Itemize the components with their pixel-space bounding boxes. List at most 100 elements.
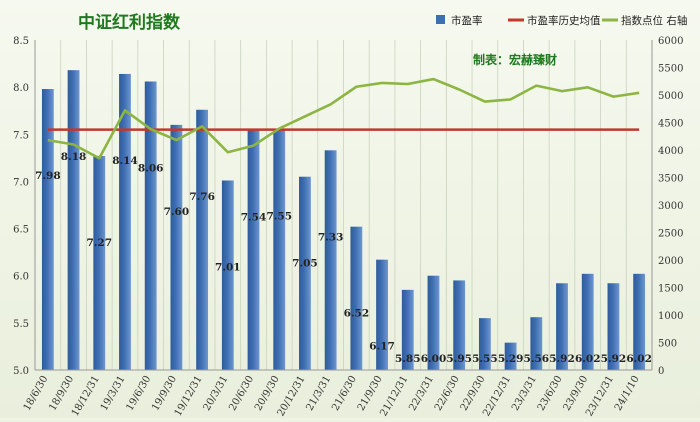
pe-data-label: 7.60 [164,206,190,218]
x-tick-label: 20/9/30 [253,374,282,413]
x-tick-label: 24/1/10 [613,374,642,413]
pe-data-label: 6.52 [344,308,370,320]
pe-data-label: 5.92 [549,353,575,365]
y2-tick-label: 2500 [658,229,683,240]
pe-bar [93,155,106,370]
pe-data-label: 5.29 [498,353,524,365]
x-tick-label: 22/3/31 [407,374,436,413]
x-tick-label: 23/9/30 [562,374,591,413]
y2-tick-label: 5000 [658,91,683,102]
pe-bar [41,89,54,371]
legend: 市盈率 市盈率历史均值 指数点位 右轴 [436,14,687,27]
pe-data-label: 8.06 [138,162,164,174]
index-level-line [47,77,640,160]
y-tick-label: 6.5 [13,225,29,236]
y-tick-label: 6.0 [13,272,29,283]
y2-tick-label: 0 [658,366,664,377]
x-tick-label: 18/6/30 [22,374,51,413]
x-tick-label: 18/9/30 [47,374,76,413]
pe-data-label: 7.01 [215,261,241,273]
pe-bar [530,317,543,370]
y-tick-label: 8.0 [13,83,29,94]
chart-title: 中证红利指数 [78,12,181,33]
pe-bar [504,342,517,370]
y2-tick-label: 4000 [658,146,683,157]
pe-bar [376,259,388,370]
x-tick-label: 19/6/30 [124,374,153,413]
chart-credit: 制表：宏赫臻财 [473,52,557,67]
x-tick-label: 20/3/31 [202,374,231,413]
pe-data-label: 8.18 [61,151,87,163]
y2-tick-label: 5500 [658,64,683,75]
pe-data-label: 6.00 [421,353,447,365]
y2-tick-label: 500 [658,339,677,350]
pe-bar [299,176,311,370]
pe-bar [453,280,466,370]
pe-bar [324,150,337,370]
x-tick-label: 21/6/30 [330,374,359,413]
y-tick-label: 8.5 [13,36,29,47]
pe-data-label: 7.76 [189,191,215,203]
y2-tick-label: 4500 [658,119,683,130]
pe-bar [427,275,440,370]
x-tick-label: 19/3/31 [99,374,128,413]
pe-data-label: 6.02 [626,353,652,365]
pe-bar [247,130,260,370]
pe-bar [607,283,620,370]
pe-data-label: 7.33 [318,231,344,243]
y2-tick-label: 2000 [658,256,683,267]
y-tick-label: 5.5 [13,319,29,330]
x-tick-label: 20/6/30 [227,374,256,413]
pe-data-label: 7.54 [241,212,267,224]
x-tick-label: 22/9/30 [459,374,488,413]
x-tick-label: 22/6/30 [433,374,462,413]
y2-tick-label: 1500 [658,284,683,295]
pe-data-label: 6.02 [575,353,601,365]
y2-tick-label: 3500 [658,174,683,185]
pe-bar [170,124,183,370]
pe-data-label: 5.92 [601,353,627,365]
pe-data-label: 7.55 [266,211,292,223]
y2-tick-label: 1000 [658,311,683,322]
y-tick-label: 5.0 [13,366,29,377]
line-layer [47,77,640,160]
y2-tick-label: 6000 [658,36,683,47]
y-tick-label: 7.5 [13,130,29,141]
pe-bar [196,109,209,371]
pe-bar [633,273,646,370]
pe-bar [478,318,491,370]
data-label-layer: 7.988.18 7.27 8.148.06 7.60 7.76 7.01 7.54 7.55… [35,151,652,365]
pe-bar [556,283,568,370]
y2-tick-label: 3000 [658,201,683,212]
pe-bar [350,226,363,370]
pe-bar [119,73,131,370]
bar-layer [41,70,646,371]
pe-bar [67,70,80,371]
x-tick-label: 21/9/30 [356,374,385,413]
legend-swatch-bar [436,15,445,24]
pe-bar [144,81,157,370]
pe-data-label: 5.95 [446,353,472,365]
pe-data-label: 8.14 [112,155,138,167]
x-tick-label: 23/6/30 [536,374,565,413]
pe-data-label: 5.85 [395,353,421,365]
pe-data-label: 5.55 [472,353,498,365]
legend-label: 市盈率 [451,14,483,27]
pe-bar [221,180,234,370]
pe-data-label: 5.56 [524,353,550,365]
pe-bar [273,129,286,370]
pe-data-label: 6.17 [369,341,395,353]
legend-label: 指数点位 右轴 [621,14,687,27]
legend-label: 市盈率历史均值 [527,14,601,27]
y-tick-label: 7.0 [13,177,29,188]
x-tick-label: 23/3/31 [510,374,539,413]
pe-data-label: 7.98 [35,170,61,182]
pe-bar [581,273,594,370]
x-tick-label: 21/3/31 [304,374,333,413]
pe-data-label: 7.05 [292,258,318,270]
pe-bar [401,289,414,370]
pe-data-label: 7.27 [86,237,112,249]
x-tick-label: 19/9/30 [150,374,179,413]
